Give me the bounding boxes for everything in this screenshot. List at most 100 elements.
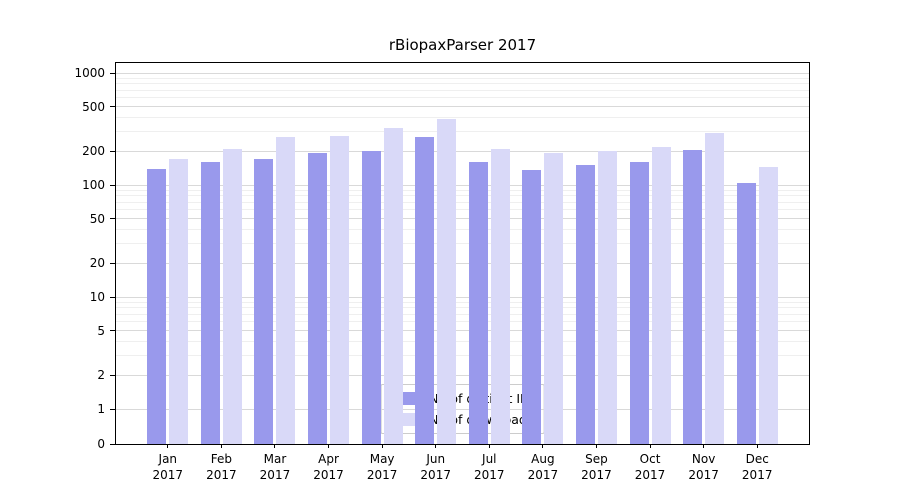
- x-tick-mark: [649, 444, 651, 448]
- x-tick-label: Jun 2017: [420, 452, 451, 482]
- bar-distinct-ips: [361, 151, 381, 444]
- y-tick-label: 5: [97, 323, 105, 338]
- legend-item-downloads: Nb of downloads: [391, 412, 534, 427]
- gridline-major: [116, 374, 809, 376]
- gridline-minor: [116, 321, 809, 323]
- y-tick-label: 1: [97, 402, 105, 416]
- bar-downloads: [330, 135, 350, 444]
- bar-distinct-ips: [254, 159, 274, 444]
- gridline-minor: [116, 195, 809, 197]
- bar-distinct-ips: [736, 182, 756, 444]
- y-tick-label: 20: [89, 256, 105, 271]
- gridline-minor: [116, 201, 809, 203]
- bar-distinct-ips: [522, 170, 542, 444]
- bar-distinct-ips: [468, 162, 488, 444]
- gridline-minor: [116, 131, 809, 133]
- x-tick-label: Mar 2017: [259, 452, 291, 482]
- gridline-minor: [116, 189, 809, 191]
- x-tick-mark: [167, 444, 169, 448]
- gridline-major: [116, 72, 809, 74]
- bar-downloads: [544, 152, 564, 444]
- x-tick-mark: [488, 444, 490, 448]
- bar-downloads: [383, 128, 403, 444]
- gridline-minor: [116, 313, 809, 315]
- y-tick-label: 100: [82, 178, 105, 192]
- y-tick-label: 500: [82, 99, 105, 114]
- y-tick-mark: [110, 330, 115, 332]
- y-tick-mark: [110, 150, 115, 152]
- gridline-major: [116, 408, 809, 410]
- x-tick-label: May 2017: [366, 452, 398, 482]
- y-tick-label: 0: [97, 437, 105, 451]
- gridline-minor: [116, 117, 809, 119]
- gridline-minor: [116, 307, 809, 309]
- bar-distinct-ips: [308, 152, 328, 444]
- x-tick-label: Feb 2017: [206, 452, 237, 482]
- bar-downloads: [705, 133, 725, 444]
- y-tick-label: 10: [89, 290, 105, 304]
- x-tick-mark: [220, 444, 222, 448]
- x-tick-mark: [381, 444, 383, 448]
- bar-distinct-ips: [200, 162, 220, 444]
- bar-downloads: [758, 166, 778, 444]
- y-tick-mark: [110, 106, 115, 108]
- y-tick-mark: [110, 218, 115, 220]
- gridline-minor: [116, 229, 809, 231]
- x-tick-label: Oct 2017: [634, 452, 666, 482]
- chart-title: rBiopaxParser 2017: [388, 36, 537, 54]
- bar-downloads: [169, 159, 189, 444]
- y-tick-mark: [110, 408, 115, 410]
- y-tick-label: 50: [89, 211, 105, 226]
- bar-distinct-ips: [575, 165, 595, 444]
- gridline-minor: [116, 77, 809, 79]
- y-tick-label: 2: [97, 368, 105, 383]
- gridline-minor: [116, 301, 809, 303]
- x-tick-label: Jul 2017: [474, 452, 505, 482]
- x-tick-label: Nov 2017: [688, 452, 719, 482]
- bar-downloads: [490, 148, 510, 444]
- bar-downloads: [437, 118, 457, 444]
- x-tick-mark: [595, 444, 597, 448]
- x-tick-mark: [274, 444, 276, 448]
- bar-distinct-ips: [629, 162, 649, 444]
- gridline-minor: [116, 209, 809, 211]
- gridline-minor: [116, 355, 809, 357]
- gridline-major: [116, 218, 809, 220]
- bar-distinct-ips: [415, 136, 435, 444]
- gridline-major: [116, 184, 809, 186]
- bar-downloads: [222, 148, 242, 444]
- gridline-minor: [116, 341, 809, 343]
- y-tick-mark: [110, 184, 115, 186]
- plot-area: Nb of distinct IPs Nb of downloads: [115, 62, 810, 445]
- gridline-minor: [116, 97, 809, 99]
- legend-item-distinct-ips: Nb of distinct IPs: [391, 391, 534, 406]
- gridline-major: [116, 296, 809, 298]
- bar-downloads: [597, 151, 617, 444]
- y-tick-mark: [110, 443, 115, 445]
- bar-downloads: [651, 146, 671, 444]
- gridline-minor: [116, 89, 809, 91]
- gridline-major: [116, 150, 809, 152]
- gridline-major: [116, 330, 809, 332]
- bar-downloads: [276, 136, 296, 444]
- x-tick-mark: [703, 444, 705, 448]
- x-tick-label: Jan 2017: [152, 452, 184, 482]
- x-tick-label: Sep 2017: [581, 452, 612, 482]
- y-tick-label: 200: [82, 144, 105, 159]
- y-tick-label: 1000: [74, 66, 105, 80]
- x-tick-label: Aug 2017: [527, 452, 559, 482]
- x-tick-mark: [542, 444, 544, 448]
- gridline-major: [116, 106, 809, 108]
- x-tick-mark: [435, 444, 437, 448]
- x-tick-mark: [756, 444, 758, 448]
- bar-distinct-ips: [683, 150, 703, 444]
- gridline-minor: [116, 83, 809, 85]
- gridline-minor: [116, 243, 809, 245]
- y-tick-mark: [110, 374, 115, 376]
- x-tick-label: Apr 2017: [313, 452, 344, 482]
- y-tick-mark: [110, 72, 115, 74]
- bar-distinct-ips: [147, 168, 167, 444]
- x-tick-label: Dec 2017: [741, 452, 773, 482]
- y-tick-mark: [110, 262, 115, 264]
